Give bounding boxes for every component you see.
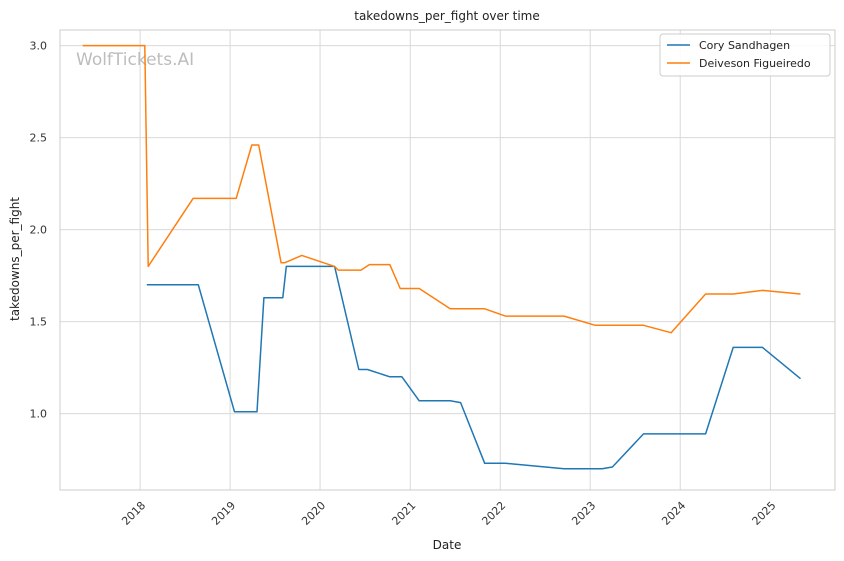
y-tick-label: 3.0 — [30, 40, 48, 53]
x-tick-label: 2018 — [119, 499, 148, 528]
series-line-cory-sandhagen — [146, 265, 801, 470]
x-tick-label: 2020 — [299, 499, 328, 528]
y-tick-label: 1.0 — [30, 408, 48, 421]
grid-lines — [60, 30, 835, 490]
legend-box — [659, 33, 831, 77]
legend-label: Cory Sandhagen — [699, 39, 790, 52]
plot-frame — [59, 29, 836, 491]
series-line-deiveson-figueiredo — [82, 44, 801, 334]
y-tick-labels: 1.0 1.5 2.0 2.5 3.0 — [30, 40, 48, 421]
x-tick-label: 2021 — [389, 499, 418, 528]
x-axis-label: Date — [433, 538, 462, 552]
x-tick-label: 2022 — [479, 499, 508, 528]
legend-label: Deiveson Figueiredo — [699, 57, 811, 70]
x-tick-labels: 2018 2019 2020 2021 2022 2023 2024 2025 — [119, 499, 778, 528]
chart-title: takedowns_per_fight over time — [354, 9, 540, 23]
x-tick-label: 2024 — [659, 499, 688, 528]
y-tick-label: 2.0 — [30, 224, 48, 237]
watermark: WolfTickets.AI — [76, 50, 194, 70]
x-tick-label: 2019 — [209, 499, 238, 528]
x-tick-label: 2025 — [750, 499, 779, 528]
y-tick-label: 1.5 — [30, 316, 48, 329]
y-tick-label: 2.5 — [30, 132, 48, 145]
y-axis-label: takedowns_per_fight — [8, 197, 22, 321]
x-tick-label: 2023 — [569, 499, 598, 528]
legend: Cory Sandhagen Deiveson Figueiredo — [659, 33, 831, 77]
series-lines — [82, 44, 801, 470]
